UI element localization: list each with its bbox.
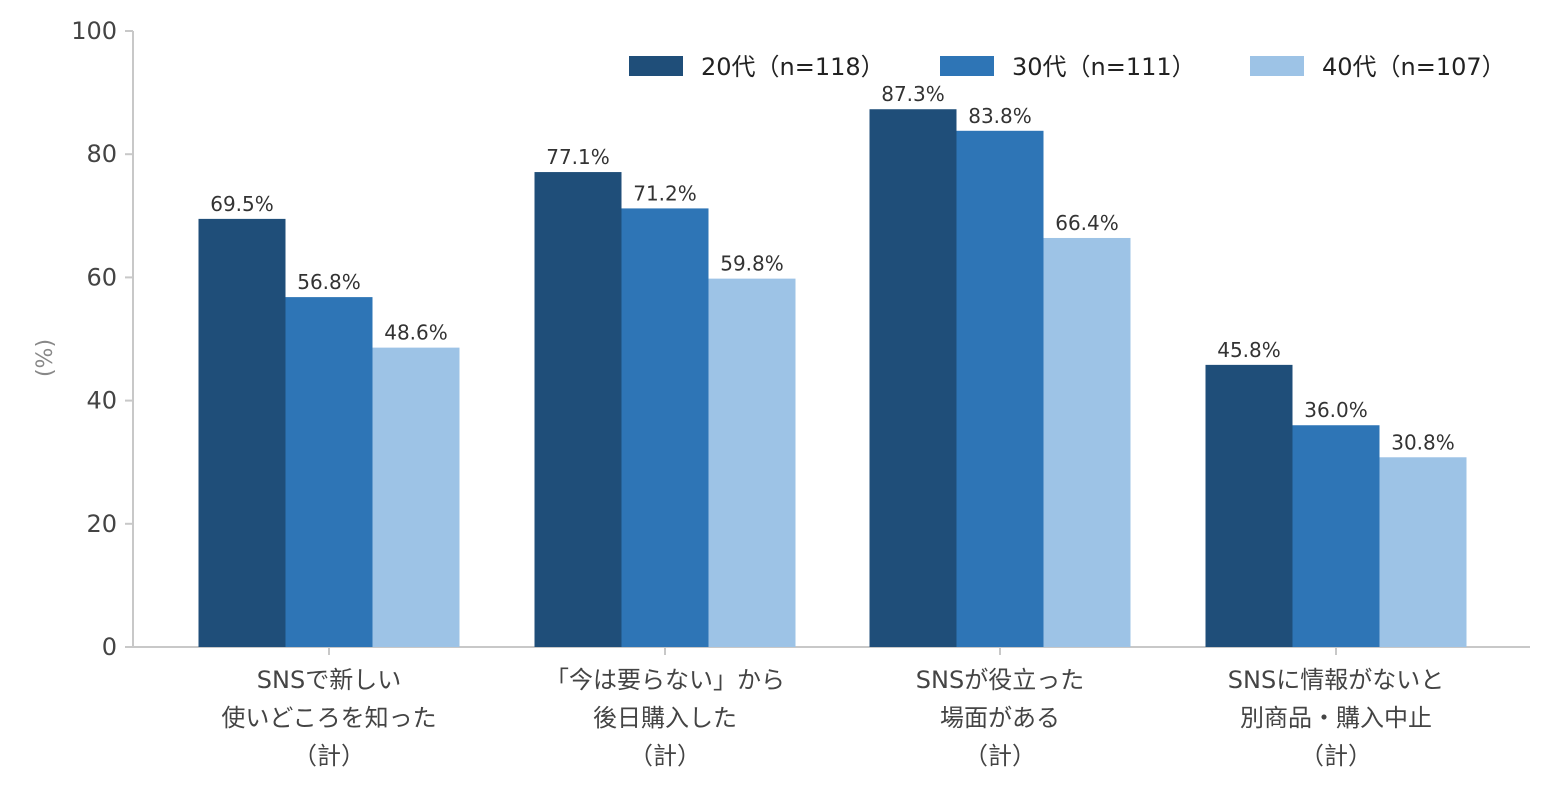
x-category-label-line: SNSに情報がないと (1228, 666, 1444, 694)
bar-value-label: 59.8% (720, 252, 784, 276)
x-category-label-line: （計） (293, 742, 365, 770)
bar-value-label: 48.6% (384, 321, 448, 345)
bar-value-label: 77.1% (546, 145, 610, 169)
bar-value-label: 71.2% (633, 181, 697, 205)
bar (198, 218, 286, 647)
x-category-label-line: 場面がある (940, 704, 1060, 732)
x-category-label: SNSで新しい使いどころを知った （計） (221, 666, 436, 770)
x-category-label-line: 「今は要らない」から (545, 666, 785, 694)
x-category-label-line: （計） (964, 742, 1036, 770)
legend-swatch (629, 56, 683, 76)
bar (621, 208, 709, 647)
y-tick-label: 40 (86, 387, 117, 415)
y-tick-label: 20 (86, 510, 117, 538)
y-tick-label: 80 (86, 140, 117, 168)
bar (285, 297, 373, 647)
bar-value-label: 30.8% (1391, 430, 1455, 454)
bar-value-label: 45.8% (1217, 338, 1281, 362)
x-category-label-line: 別商品・購入中止 (1240, 704, 1432, 732)
bar (1379, 457, 1467, 647)
axes: 020406080100(%)SNSで新しい使いどころを知った（計）「今は要らな… (33, 17, 1530, 770)
y-tick-label: 60 (86, 263, 117, 291)
legend-label: 20代（n=118） (701, 53, 885, 81)
x-category-label: SNSが役立った場面がある （計） (916, 666, 1084, 770)
bar (534, 172, 622, 647)
bar (869, 109, 957, 648)
bar-value-label: 56.8% (297, 270, 361, 294)
bar-value-label: 66.4% (1055, 211, 1119, 235)
y-tick-label: 0 (102, 633, 117, 661)
bar-value-label: 36.0% (1304, 398, 1368, 422)
legend-swatch (940, 56, 994, 76)
bar (1292, 425, 1380, 647)
bar (956, 130, 1044, 648)
x-category-label-line: （計） (629, 742, 701, 770)
bar-value-label: 87.3% (881, 82, 945, 106)
bar-value-label: 83.8% (968, 104, 1032, 128)
x-category-label: 「今は要らない」から後日購入した （計） (545, 666, 785, 770)
x-category-label-line: （計） (1300, 742, 1372, 770)
legend-label: 30代（n=111） (1012, 53, 1196, 81)
bar-value-label: 69.5% (210, 192, 274, 216)
legend: 20代（n=118） 30代（n=111） 40代（n=107） (629, 53, 1506, 81)
legend-swatch (1250, 56, 1304, 76)
bar (1043, 237, 1131, 647)
y-tick-label: 100 (71, 17, 117, 45)
bar (708, 278, 796, 647)
x-category-label-line: SNSで新しい (257, 666, 401, 694)
x-category-label-line: SNSが役立った (916, 666, 1084, 694)
data-labels: 69.5% 77.1% 87.3% 45.8% 56.8% 71.2% 83.8% 36.0%… (210, 82, 1455, 454)
legend-label: 40代（n=107） (1322, 53, 1506, 81)
x-category-label-line: 後日購入した (593, 704, 737, 732)
x-category-label: SNSに情報がないと別商品・購入中止 （計） (1228, 666, 1444, 770)
bar (372, 347, 460, 647)
y-axis-label: (%) (33, 339, 58, 377)
bars (198, 109, 1467, 648)
x-category-label-line: 使いどころを知った (221, 704, 436, 732)
bar (1205, 364, 1293, 647)
